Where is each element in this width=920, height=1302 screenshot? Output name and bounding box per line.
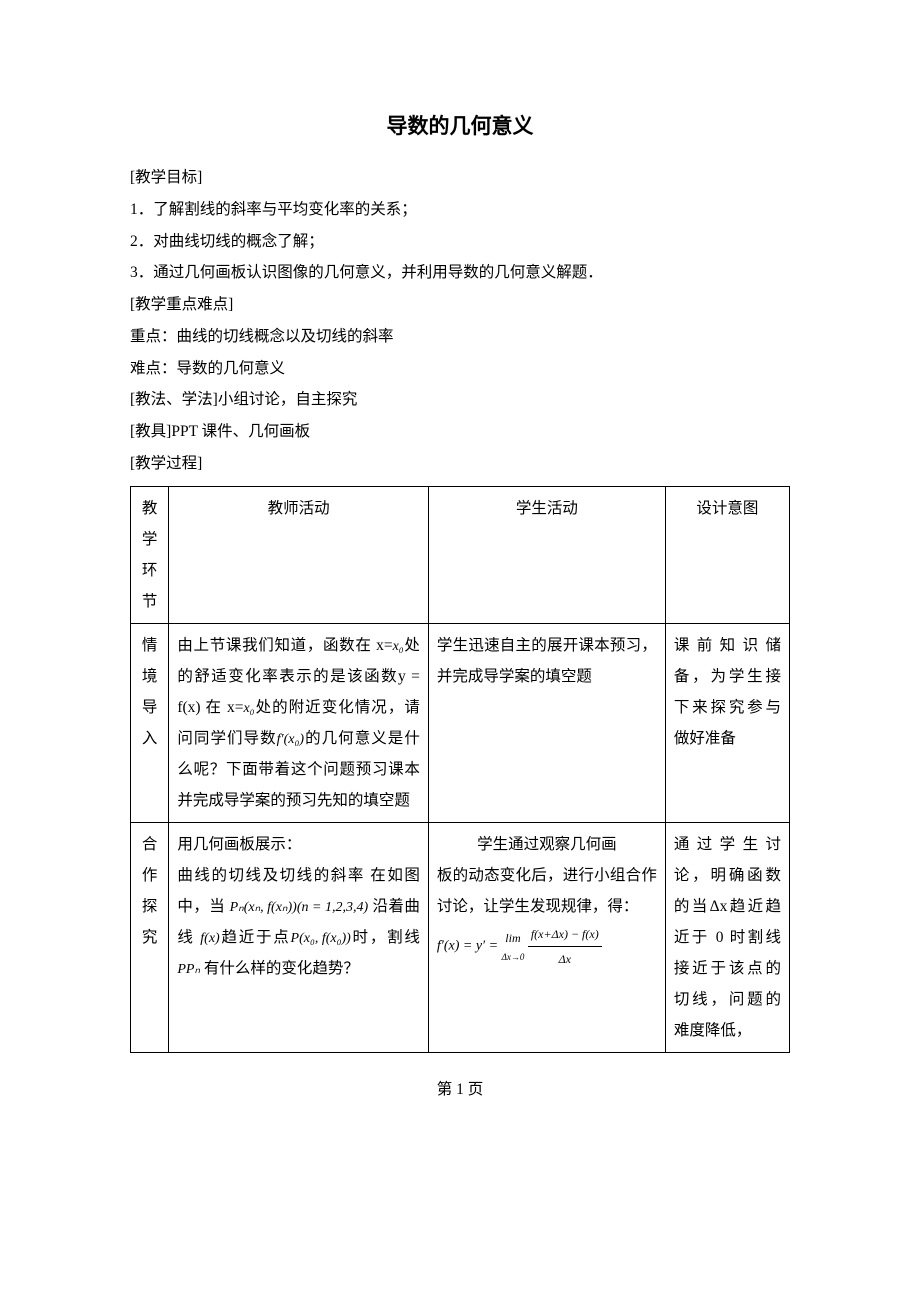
row1-teacher: 由上节课我们知道，函数在 x=x₀处的舒适变化率表示的是该函数y = f(x) … [169,623,429,822]
objective-2: 2．对曲线切线的概念了解； [130,226,790,258]
objectives-label: [教学目标] [130,162,790,194]
document-title: 导数的几何意义 [130,110,790,140]
row2-phase: 合 作 探 究 [131,822,169,1052]
row2-phase-c3: 探 [135,891,164,922]
limit-icon: limΔx→0 [502,926,525,966]
header-teacher: 教师活动 [169,486,429,623]
math-fprime: f′(x₀) [277,726,304,754]
objective-3: 3．通过几何画板认识图像的几何意义，并利用导数的几何意义解题． [130,257,790,289]
keypoints-label: [教学重点难点] [130,289,790,321]
row2-student: 学生通过观察几何画 板的动态变化后，进行小组合作讨论，让学生发现规律，得： f′… [428,822,665,1052]
header-phase: 教 学 环 节 [131,486,169,623]
math-fx: f(x) [200,925,219,953]
header-phase-c3: 环 [135,555,164,586]
header-phase-c2: 学 [135,524,164,555]
page-number: 第 1 页 [130,1077,790,1099]
lesson-plan-table: 教 学 环 节 教师活动 学生活动 设计意图 情 境 导 入 由上节课我们知道，… [130,486,790,1053]
math-x0: x₀ [393,633,404,661]
row2-phase-c1: 合 [135,829,164,860]
row2-phase-c4: 究 [135,922,164,953]
row2-teacher: 用几何画板展示： 曲线的切线及切线的斜率 在如图中，当 Pₙ(xₙ, f(xₙ)… [169,822,429,1052]
row1-phase-c4: 入 [135,723,164,754]
page: 导数的几何意义 [教学目标] 1．了解割线的斜率与平均变化率的关系； 2．对曲线… [0,0,920,1139]
objective-1: 1．了解割线的斜率与平均变化率的关系； [130,194,790,226]
math-p: P(x₀, f(x₀)) [291,925,351,953]
row2-design: 通过学生讨论，明确函数的当Δx趋近趋近于 0 时割线接近于该点的切线，问题的难度… [665,822,789,1052]
process-label: [教学过程] [130,448,790,480]
header-student: 学生活动 [428,486,665,623]
row1-phase-c1: 情 [135,630,164,661]
keypoint: 重点：曲线的切线概念以及切线的斜率 [130,321,790,353]
header-phase-c1: 教 [135,493,164,524]
fraction: f(x+Δx) − f(x)Δx [528,922,602,971]
row1-phase: 情 境 导 入 [131,623,169,822]
row1-design: 课前知识储备，为学生接下来探究参与做好准备 [665,623,789,822]
row1-phase-c2: 境 [135,661,164,692]
tools: [教具]PPT 课件、几何画板 [130,416,790,448]
math-ppn: PPₙ [177,956,200,984]
math-pn: Pₙ(xₙ, f(xₙ))(n = 1,2,3,4) [230,894,369,922]
header-phase-c4: 节 [135,586,164,617]
method: [教法、学法]小组讨论，自主探究 [130,384,790,416]
row2-phase-c2: 作 [135,860,164,891]
row1-student: 学生迅速自主的展开课本预习，并完成导学案的填空题 [428,623,665,822]
table-header-row: 教 学 环 节 教师活动 学生活动 设计意图 [131,486,790,623]
difficulty: 难点：导数的几何意义 [130,353,790,385]
derivative-formula: f′(x) = y′ = limΔx→0 f(x+Δx) − f(x)Δx [437,922,602,971]
math-x0: x₀ [243,695,254,723]
table-row: 情 境 导 入 由上节课我们知道，函数在 x=x₀处的舒适变化率表示的是该函数y… [131,623,790,822]
row1-phase-c3: 导 [135,692,164,723]
header-design: 设计意图 [665,486,789,623]
table-row: 合 作 探 究 用几何画板展示： 曲线的切线及切线的斜率 在如图中，当 Pₙ(x… [131,822,790,1052]
